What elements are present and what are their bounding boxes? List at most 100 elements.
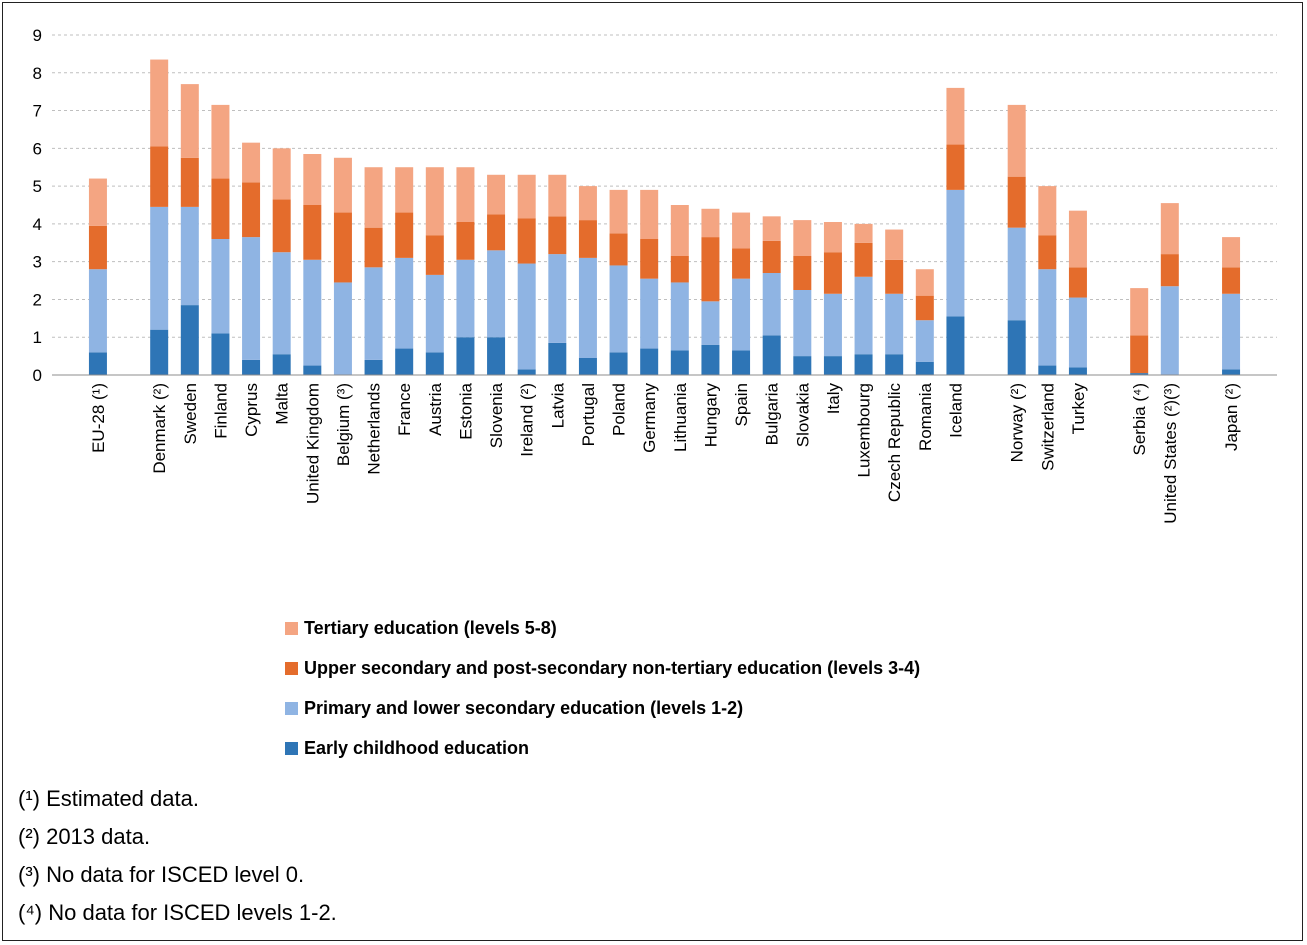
- bar-segment: [1130, 335, 1149, 374]
- legend-label-upper-secondary: Upper secondary and post-secondary non-t…: [304, 657, 921, 678]
- x-tick-label: Lithuania: [671, 382, 690, 452]
- bar-segment: [303, 365, 322, 375]
- footnotes: (¹) Estimated data. (²) 2013 data. (³) N…: [18, 783, 337, 935]
- bar-segment: [701, 237, 720, 302]
- bar-segment: [915, 361, 934, 375]
- y-tick-label: 6: [33, 139, 42, 158]
- bar-segment: [670, 256, 689, 283]
- bar-segment: [1038, 269, 1057, 366]
- bar-segment: [1068, 297, 1087, 368]
- bar-segment: [701, 301, 720, 345]
- bar-segment: [364, 267, 383, 360]
- bar-segment: [946, 144, 965, 190]
- bar-segment: [762, 273, 781, 336]
- y-tick-label: 8: [33, 64, 42, 83]
- bar-segment: [364, 227, 383, 268]
- bar-segment: [670, 205, 689, 256]
- bar-segment: [854, 276, 873, 355]
- bar-segment: [487, 214, 506, 251]
- legend: Tertiary education (levels 5-8) Upper se…: [285, 608, 920, 768]
- bar-segment: [1007, 227, 1026, 321]
- bar-segment: [1222, 267, 1241, 294]
- x-tick-label: Iceland: [946, 383, 965, 438]
- x-tick-label: France: [395, 383, 414, 436]
- bar-segment: [88, 269, 107, 353]
- bars: [88, 59, 1241, 375]
- bar-segment: [180, 84, 199, 158]
- bar-segment: [456, 222, 475, 260]
- bar-segment: [211, 178, 230, 239]
- x-tick-label: Slovenia: [487, 382, 506, 448]
- bar-segment: [272, 148, 291, 200]
- bar-segment: [272, 199, 291, 253]
- bar-segment: [517, 263, 536, 370]
- bar-segment: [915, 295, 934, 321]
- bar-segment: [1038, 365, 1057, 375]
- bar-segment: [762, 335, 781, 375]
- bar-segment: [578, 186, 597, 221]
- y-axis-ticks: 0 1 2 3 4 5 6 7 8 9: [33, 26, 42, 385]
- x-tick-label: Hungary: [701, 383, 720, 448]
- bar-segment: [578, 257, 597, 358]
- bar-segment: [793, 290, 812, 357]
- legend-item-tertiary: Tertiary education (levels 5-8): [285, 608, 920, 648]
- bar-segment: [1222, 237, 1241, 268]
- bar-segment: [548, 254, 567, 343]
- bar-segment: [609, 352, 628, 375]
- y-tick-label: 9: [33, 26, 42, 45]
- bar-segment: [1007, 176, 1026, 228]
- bar-segment: [793, 356, 812, 375]
- bar-segment: [272, 252, 291, 355]
- bar-segment: [548, 216, 567, 255]
- bar-segment: [303, 259, 322, 366]
- bar-segment: [242, 237, 261, 360]
- x-tick-label: United States (²)(³): [1161, 383, 1180, 524]
- bar-segment: [701, 208, 720, 238]
- bar-segment: [732, 248, 751, 279]
- x-tick-label: Denmark (²): [150, 383, 169, 474]
- bar-segment: [915, 320, 934, 362]
- footnote-3: (³) No data for ISCED level 0.: [18, 862, 305, 887]
- x-tick-label: Turkey: [1069, 383, 1088, 435]
- x-tick-label: Czech Republic: [885, 383, 904, 503]
- bar-segment: [1130, 288, 1149, 336]
- bar-segment: [425, 274, 444, 353]
- bar-segment: [395, 348, 414, 375]
- bar-segment: [456, 259, 475, 338]
- bar-segment: [456, 167, 475, 222]
- bar-segment: [732, 278, 751, 351]
- bar-segment: [885, 354, 904, 375]
- x-tick-label: Norway (²): [1008, 383, 1027, 462]
- x-tick-label: Latvia: [548, 382, 567, 428]
- x-tick-label: Cyprus: [242, 383, 261, 437]
- x-axis-labels: EU-28 (¹) Denmark (²) Sweden Finland Cyprus M…: [89, 382, 1241, 523]
- footnote-1: (¹) Estimated data.: [18, 786, 199, 811]
- bar-segment: [578, 220, 597, 258]
- x-tick-label: United Kingdom: [303, 383, 322, 504]
- bar-segment: [1038, 235, 1057, 270]
- bar-segment: [395, 167, 414, 213]
- bar-segment: [150, 329, 169, 375]
- bar-segment: [946, 87, 965, 145]
- legend-swatch-upper-secondary: [285, 661, 298, 675]
- bar-segment: [640, 278, 659, 349]
- bar-segment: [333, 282, 352, 375]
- bar-segment: [670, 350, 689, 375]
- bar-segment: [1038, 186, 1057, 236]
- x-tick-label: Luxembourg: [855, 383, 874, 478]
- y-tick-label: 1: [33, 328, 42, 347]
- x-tick-label: Portugal: [579, 383, 598, 446]
- bar-segment: [1160, 254, 1179, 287]
- bar-segment: [211, 239, 230, 334]
- bar-segment: [885, 229, 904, 260]
- bar-segment: [823, 252, 842, 294]
- bar-segment: [823, 222, 842, 253]
- bar-segment: [88, 352, 107, 375]
- x-tick-label: Estonia: [456, 382, 475, 439]
- bar-segment: [640, 348, 659, 375]
- bar-segment: [1068, 210, 1087, 268]
- x-tick-label: Germany: [640, 383, 659, 453]
- x-tick-label: Malta: [273, 382, 292, 424]
- legend-item-upper-secondary: Upper secondary and post-secondary non-t…: [285, 648, 920, 688]
- x-tick-label: Serbia (⁴): [1130, 383, 1149, 456]
